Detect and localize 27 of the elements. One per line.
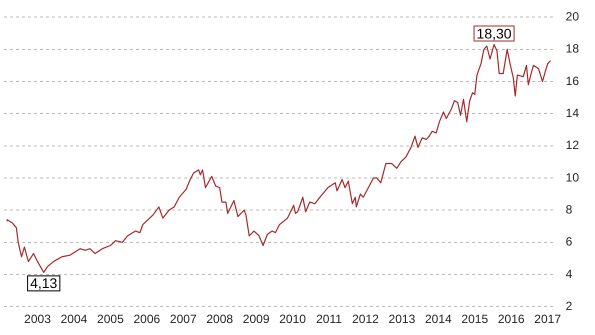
y-tick-label: 2 [566,298,573,313]
x-tick-label: 2011 [316,312,342,326]
y-tick-label: 14 [566,106,580,120]
y-tick-label: 10 [566,170,580,184]
x-tick-label: 2014 [424,312,452,326]
x-tick-label: 2008 [206,312,234,326]
y-tick-label: 18 [566,42,580,56]
x-tick-label: 2010 [279,312,306,326]
x-tick-label: 2007 [170,312,197,326]
x-tick-label: 2013 [388,312,416,326]
y-tick-label: 8 [566,202,573,216]
x-tick-label: 2004 [60,312,88,326]
x-tick-label: 2015 [461,312,488,326]
x-tick-label: 2003 [24,312,52,326]
x-tick-label: 2009 [242,312,270,326]
x-tick-label: 2006 [133,312,160,326]
y-tick-label: 12 [566,138,580,152]
y-tick-label: 4 [566,266,573,281]
y-tick-label: 6 [566,234,573,249]
x-tick-label: 2017 [534,312,562,326]
x-tick-label: 2012 [352,312,380,326]
y-tick-label: 20 [566,10,580,24]
annotation: 4,13 [30,275,58,292]
x-tick-label: 2005 [97,312,124,326]
x-tick-label: 2016 [498,312,525,326]
y-tick-label: 16 [566,74,580,88]
annotation: 18,30 [476,25,512,42]
